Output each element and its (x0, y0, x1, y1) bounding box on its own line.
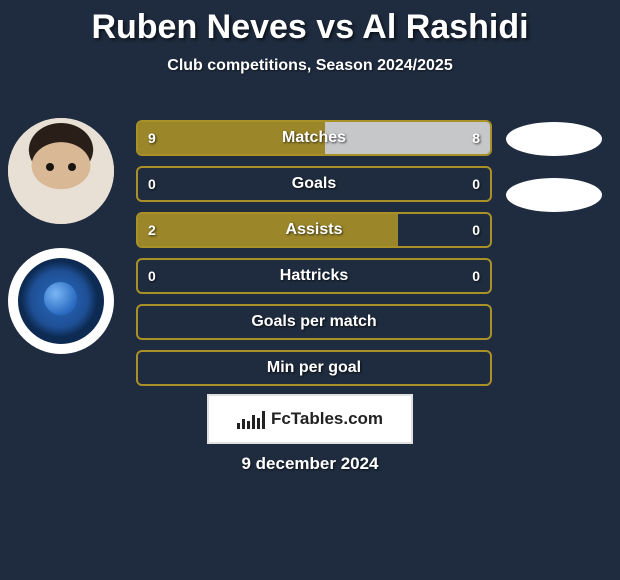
stat-fill-left (138, 214, 398, 246)
stat-label: Min per goal (267, 359, 361, 377)
brand-logo-bar (242, 419, 245, 429)
stat-value-left: 9 (148, 130, 156, 146)
stat-label: Goals per match (251, 313, 376, 331)
stat-fill-right (325, 122, 490, 154)
stat-value-left: 0 (148, 176, 156, 192)
stat-row: 0 0 Goals (136, 166, 492, 202)
page-title: Ruben Neves vs Al Rashidi (0, 0, 620, 47)
stat-label: Matches (282, 129, 346, 147)
stat-row: 2 0 Assists (136, 212, 492, 248)
brand-box: FcTables.com (207, 394, 413, 444)
stat-value-right: 0 (472, 222, 480, 238)
stat-row: 9 8 Matches (136, 120, 492, 156)
right-badges (506, 122, 602, 212)
brand-text: FcTables.com (271, 409, 383, 429)
brand-logo-bar (247, 421, 250, 429)
player2-badge (506, 178, 602, 212)
stat-label: Goals (292, 175, 336, 193)
brand-logo-bar (257, 418, 260, 429)
stat-label: Hattricks (280, 267, 348, 285)
player2-badge (506, 122, 602, 156)
player-face-icon (8, 118, 114, 224)
player1-club-badge (8, 248, 114, 354)
stat-label: Assists (286, 221, 343, 239)
stats-rows: 9 8 Matches 0 0 Goals 2 0 Assists 0 0 Hattricks Goal… (136, 120, 492, 386)
subtitle: Club competitions, Season 2024/2025 (0, 57, 620, 75)
stat-value-right: 0 (472, 176, 480, 192)
brand-logo-icon (237, 409, 265, 429)
brand-logo-bar (252, 415, 255, 429)
stat-row: Goals per match (136, 304, 492, 340)
brand-logo-bar (237, 423, 240, 429)
stat-row: Min per goal (136, 350, 492, 386)
stat-row: 0 0 Hattricks (136, 258, 492, 294)
brand-logo-bar (262, 411, 265, 429)
player1-avatar (8, 118, 114, 224)
stat-value-left: 2 (148, 222, 156, 238)
club-crest-icon (18, 258, 105, 345)
avatars-column (8, 118, 114, 354)
stat-value-left: 0 (148, 268, 156, 284)
date-text: 9 december 2024 (241, 454, 378, 474)
stat-value-right: 8 (472, 130, 480, 146)
stat-value-right: 0 (472, 268, 480, 284)
